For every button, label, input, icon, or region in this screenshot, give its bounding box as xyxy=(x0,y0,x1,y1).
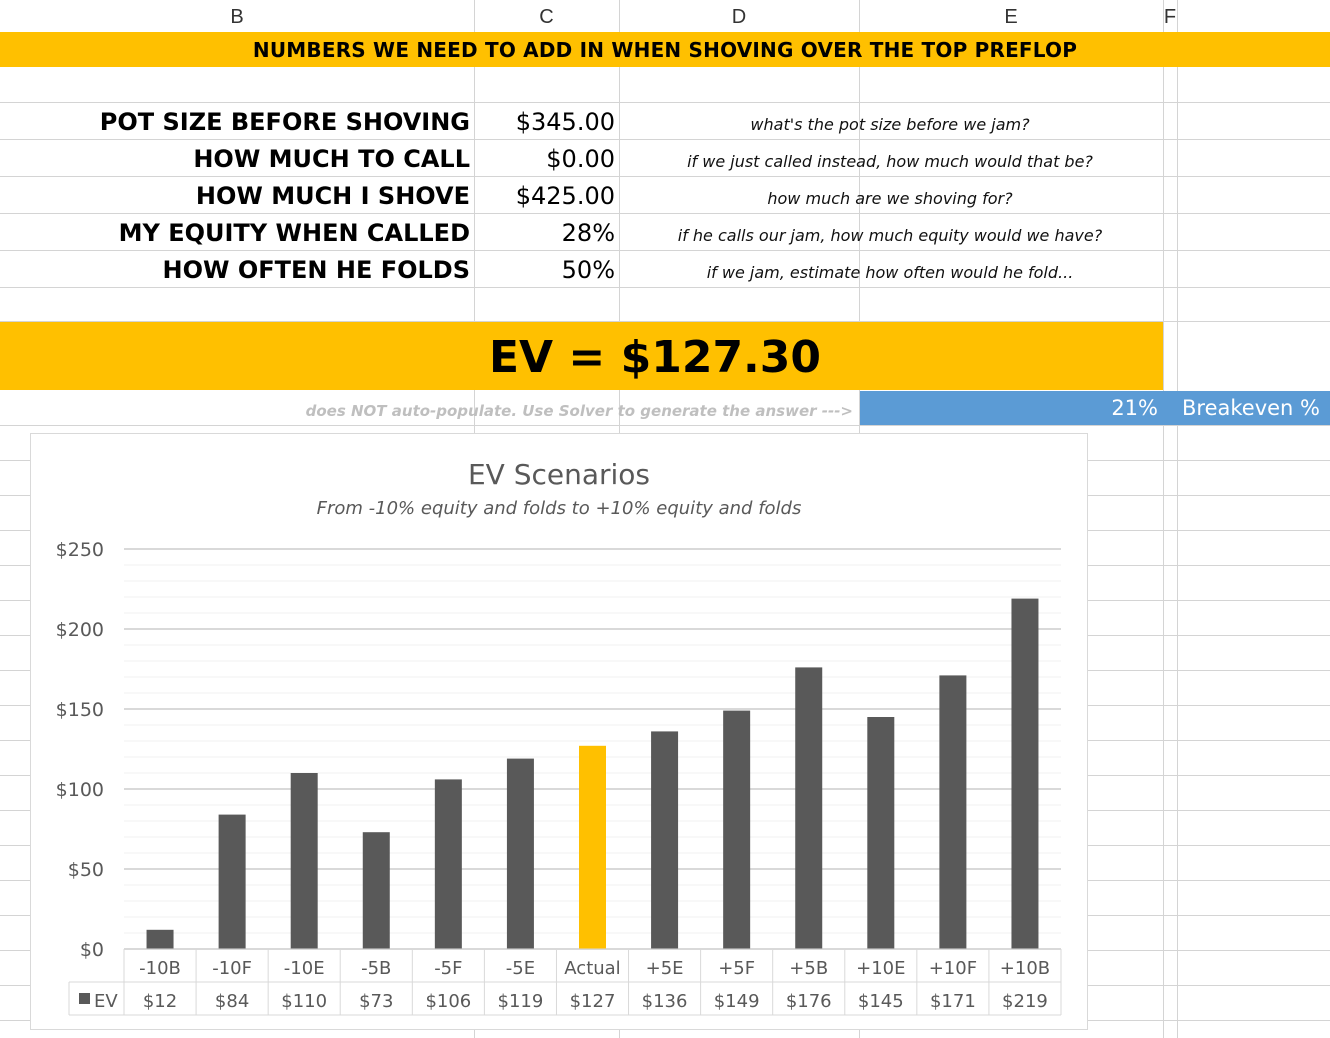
shove-amount-value[interactable]: $425.00 xyxy=(515,182,615,210)
ev-result: EV = $127.30 xyxy=(488,332,822,383)
call-amount-value[interactable]: $0.00 xyxy=(546,145,615,173)
column-header-c[interactable]: C xyxy=(539,6,554,28)
bar--5E xyxy=(506,758,534,949)
fold-frequency-note: if we jam, estimate how often would he f… xyxy=(706,263,1074,282)
data-table-value: $106 xyxy=(425,991,471,1012)
header-banner[interactable]: NUMBERS WE NEED TO ADD IN WHEN SHOVING O… xyxy=(0,32,1330,67)
y-tick-label: $200 xyxy=(56,619,104,641)
y-tick-label: $100 xyxy=(56,779,104,801)
data-table-value: $219 xyxy=(1002,991,1048,1012)
bars xyxy=(146,598,1039,949)
y-tick-label: $150 xyxy=(56,699,104,721)
bar-+5F xyxy=(723,710,751,949)
bar--10E xyxy=(290,773,318,949)
shove-amount-note: how much are we shoving for? xyxy=(767,189,1013,208)
x-category-label: +10E xyxy=(856,958,905,979)
x-category-label: Actual xyxy=(564,958,620,979)
y-tick-label: $250 xyxy=(56,539,104,561)
breakeven-percent: 21% xyxy=(1111,396,1158,420)
column-header-f[interactable]: F xyxy=(1163,6,1177,28)
column-header-b[interactable]: B xyxy=(230,6,244,28)
bar-+5E xyxy=(651,731,679,949)
equity-value[interactable]: 28% xyxy=(561,219,615,247)
call-amount-label: HOW MUCH TO CALL xyxy=(193,145,470,173)
x-category-label: +10F xyxy=(929,958,977,979)
pot-size-value[interactable]: $345.00 xyxy=(515,108,615,136)
x-category-label: +5B xyxy=(789,958,828,979)
fold-frequency-value[interactable]: 50% xyxy=(561,256,615,284)
x-category-label: -5F xyxy=(434,958,462,979)
breakeven-label: Breakeven % xyxy=(1182,396,1320,420)
data-table-value: $149 xyxy=(714,991,760,1012)
x-category-label: +10B xyxy=(1000,958,1050,979)
data-table-value: $176 xyxy=(786,991,832,1012)
data-table-value: $73 xyxy=(359,991,393,1012)
data-table-value: $119 xyxy=(498,991,544,1012)
bar-+10E xyxy=(867,717,895,949)
call-amount-note: if we just called instead, how much woul… xyxy=(687,152,1093,171)
chart-canvas: EV Scenarios From -10% equity and folds … xyxy=(56,458,1062,1016)
chart-subtitle: From -10% equity and folds to +10% equit… xyxy=(317,498,802,519)
bar-Actual xyxy=(579,745,606,949)
equity-label: MY EQUITY WHEN CALLED xyxy=(118,219,470,247)
x-category-label: -5B xyxy=(361,958,391,979)
data-table-value: $145 xyxy=(858,991,904,1012)
data-table-value: $136 xyxy=(642,991,688,1012)
ev-scenarios-chart[interactable]: EV Scenarios From -10% equity and folds … xyxy=(30,433,1088,1030)
y-tick-label: $0 xyxy=(80,939,104,961)
x-category-label: +5F xyxy=(718,958,755,979)
bar--10B xyxy=(146,929,174,949)
bar-+5B xyxy=(795,667,823,949)
column-header-d[interactable]: D xyxy=(731,6,747,28)
solver-note: does NOT auto-populate. Use Solver to ge… xyxy=(305,402,853,420)
legend-key-ev xyxy=(79,993,90,1004)
data-table-value: $127 xyxy=(570,991,616,1012)
data-table-value: $171 xyxy=(930,991,976,1012)
legend-label-ev: EV xyxy=(94,991,118,1012)
bar--5B xyxy=(362,832,390,949)
x-category-label: -5E xyxy=(506,958,535,979)
equity-note: if he calls our jam, how much equity wou… xyxy=(677,226,1103,245)
x-category-label: -10B xyxy=(139,958,181,979)
ev-result-band[interactable] xyxy=(0,322,1163,390)
pot-size-label: POT SIZE BEFORE SHOVING xyxy=(99,108,470,136)
breakeven-cell[interactable]: 21% Breakeven % xyxy=(860,391,1330,425)
bar--5F xyxy=(434,779,462,949)
y-tick-label: $50 xyxy=(68,859,104,881)
fold-frequency-label: HOW OFTEN HE FOLDS xyxy=(162,256,470,284)
y-axis: $0 $50 $100 $150 $200 $250 xyxy=(56,539,104,961)
x-category-label: -10F xyxy=(212,958,252,979)
bar-+10F xyxy=(939,675,967,949)
x-category-label: -10E xyxy=(284,958,325,979)
pot-size-note: what's the pot size before we jam? xyxy=(750,115,1030,134)
data-table-value: $110 xyxy=(281,991,327,1012)
chart-title: EV Scenarios xyxy=(468,458,650,491)
column-header-e[interactable]: E xyxy=(1004,6,1018,28)
bar-+10B xyxy=(1011,598,1039,949)
data-table-value: $12 xyxy=(143,991,177,1012)
x-category-label: +5E xyxy=(646,958,684,979)
shove-amount-label: HOW MUCH I SHOVE xyxy=(195,182,470,210)
data-table: -10B $12 -10F $84 -10E $110 -5B $73 -5F $106 -5E $1… xyxy=(68,948,1062,1016)
bar--10F xyxy=(218,814,246,949)
data-table-value: $84 xyxy=(215,991,249,1012)
